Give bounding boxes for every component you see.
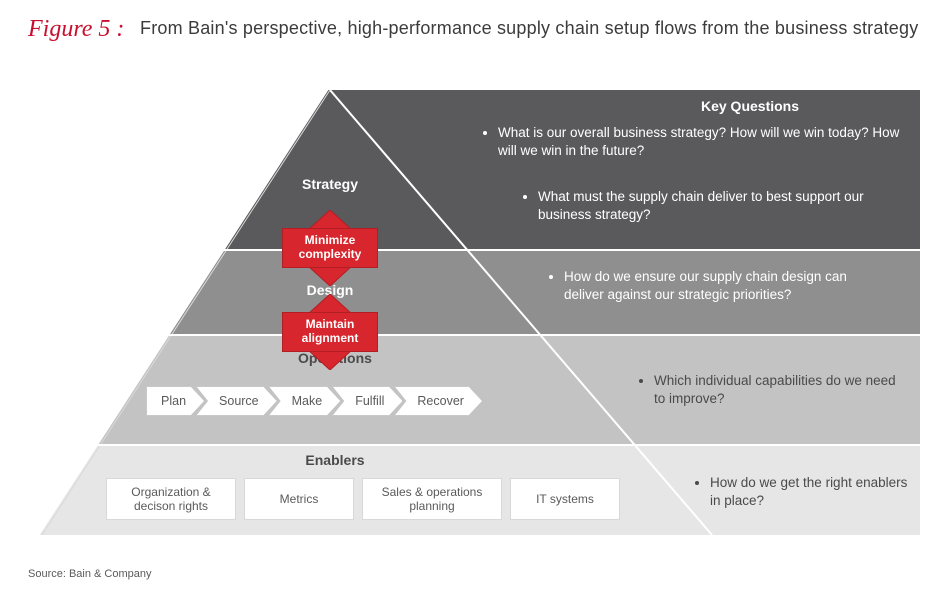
pyramid-diagram: Key Questions Strategy What is our overa…: [40, 90, 920, 535]
figure-number: Figure 5 :: [28, 16, 124, 43]
operations-step: Fulfill: [332, 386, 402, 416]
operations-step: Recover: [394, 386, 482, 416]
questions-design: How do we ensure our supply chain design…: [546, 268, 886, 310]
question-item: What must the supply chain deliver to be…: [538, 188, 880, 224]
question-item: Which individual capabilities do we need…: [654, 372, 896, 408]
questions-strategy: What is our overall business strategy? H…: [480, 124, 900, 166]
questions-operations: Which individual capabilities do we need…: [636, 372, 896, 414]
pyramid-left-mask: [39, 89, 329, 536]
enabler-box: IT systems: [510, 478, 620, 520]
question-item: How do we get the right enablers in plac…: [710, 474, 912, 510]
source-attribution: Source: Bain & Company: [28, 568, 152, 580]
enabler-box: Sales & operations planning: [362, 478, 502, 520]
questions-enablers: How do we get the right enablers in plac…: [692, 474, 912, 516]
figure-title: From Bain's perspective, high-performanc…: [140, 18, 918, 39]
questions-strategy-2: What must the supply chain deliver to be…: [520, 188, 880, 230]
question-item: How do we ensure our supply chain design…: [564, 268, 886, 304]
key-questions-header: Key Questions: [600, 98, 900, 114]
question-item: What is our overall business strategy? H…: [498, 124, 900, 160]
